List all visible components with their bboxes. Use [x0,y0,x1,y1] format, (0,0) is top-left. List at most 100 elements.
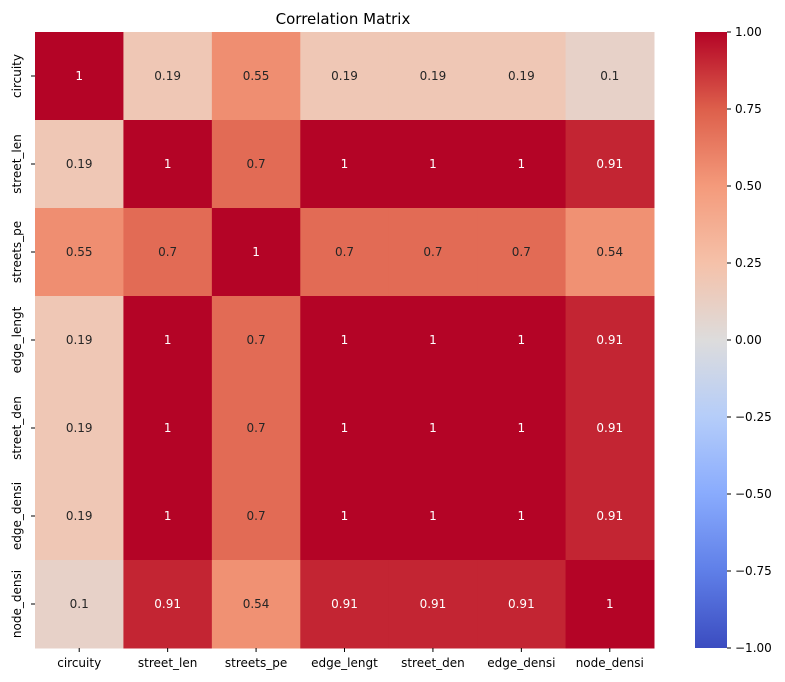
colorbar-tick-label: −0.75 [735,564,772,578]
colorbar-axis: 1.00 0.75 0.50 0.25 0.00 −0.25 −0.50 −0.75 −1.00 [727,25,772,655]
heatmap-cell [565,32,655,121]
heatmap-cell [35,560,124,649]
cell-value-label: 0.7 [158,245,177,259]
x-tick-label: edge_densi [487,656,555,670]
x-tick-label: streets_pe [225,656,287,670]
heatmap-cell [123,472,213,561]
cell-value-label: 1 [429,421,437,435]
x-tick-label: street_len [138,656,197,670]
x-tick-label: edge_lengt [311,656,378,670]
cell-value-label: 1 [164,157,172,171]
cell-value-label: 1 [341,157,349,171]
y-tick-label: streets_pe [10,221,24,283]
cell-value-label: 0.7 [512,245,531,259]
heatmap-cell [300,208,390,297]
heatmap-cell [300,472,390,561]
cell-value-label: 0.19 [66,157,93,171]
cell-value-label: 1 [75,69,83,83]
colorbar-tick-label: 0.75 [735,102,762,116]
heatmap-cell [477,32,567,121]
cell-value-label: 0.19 [66,421,93,435]
heatmap-cell [35,472,124,561]
y-tick-label: circuity [10,54,24,98]
cell-value-label: 1 [518,333,526,347]
heatmap-cell [388,384,478,473]
heatmap-cell [35,32,124,121]
heatmap-cell [211,208,301,297]
heatmap-cell [123,208,213,297]
heatmap-cell [211,472,301,561]
cell-value-label: 0.7 [423,245,442,259]
heatmap-cell [565,120,655,209]
cell-value-label: 0.91 [596,421,623,435]
y-tick-label: street_den [10,396,24,460]
heatmap-cell [211,32,301,121]
heatmap-cell [35,120,124,209]
cell-value-label: 0.7 [335,245,354,259]
heatmap-cell [211,120,301,209]
y-axis: circuity street_len streets_pe edge_lengtst… [10,54,35,638]
heatmap-cell [477,384,567,473]
heatmap-cell [477,560,567,649]
cell-value-label: 0.7 [247,509,266,523]
heatmap-cell [123,32,213,121]
cell-value-label: 1 [518,157,526,171]
colorbar-tick-label: −0.50 [735,487,772,501]
cell-value-label: 1 [429,509,437,523]
cell-value-label: 0.91 [420,597,447,611]
heatmap-cell [388,32,478,121]
colorbar-tick-label: −0.25 [735,410,772,424]
colorbar-tick-label: 1.00 [735,25,762,39]
x-tick-label: street_den [401,656,465,670]
y-tick-label: street_len [10,134,24,193]
cell-value-label: 0.1 [70,597,89,611]
cell-value-label: 0.55 [243,69,270,83]
colorbar-tick-label: −1.00 [735,641,772,655]
heatmap-cell [565,208,655,297]
colorbar-tick-label: 0.00 [735,333,762,347]
cell-value-label: 0.19 [154,69,181,83]
heatmap-cell [477,296,567,385]
heatmap-cell [35,296,124,385]
cell-value-label: 1 [341,509,349,523]
cell-value-label: 0.91 [596,333,623,347]
heatmap-cell [565,384,655,473]
cell-value-label: 0.55 [66,245,93,259]
cell-value-label: 0.91 [154,597,181,611]
cell-value-label: 1 [341,333,349,347]
colorbar-tick-label: 0.50 [735,179,762,193]
cell-value-label: 1 [341,421,349,435]
heatmap-cell [123,560,213,649]
cell-value-label: 0.19 [508,69,535,83]
x-axis: circuity street_len streets_pe edge_lengt st… [57,648,644,670]
heatmap-cell [477,208,567,297]
x-tick-label: circuity [57,656,101,670]
heatmap-cell [388,120,478,209]
cell-value-label: 1 [429,333,437,347]
heatmap-cells: 1 0.19 0.55 0.19 0.19 0.19 0.1 0.19 1 0.7 1 1 1 0.91 0… [35,32,655,649]
heatmap-cell [565,472,655,561]
cell-value-label: 0.7 [247,421,266,435]
cell-value-label: 1 [164,333,172,347]
heatmap-cell [565,560,655,649]
heatmap-cell [211,560,301,649]
heatmap-cell [388,296,478,385]
cell-value-label: 0.1 [600,69,619,83]
cell-value-label: 0.7 [247,333,266,347]
cell-value-label: 0.91 [596,509,623,523]
heatmap-cell [300,296,390,385]
heatmap-cell [35,208,124,297]
chart-title: Correlation Matrix [276,10,411,28]
heatmap-cell [388,472,478,561]
heatmap-cell [477,120,567,209]
cell-value-label: 0.19 [331,69,358,83]
cell-value-label: 1 [252,245,260,259]
cell-value-label: 1 [518,421,526,435]
heatmap-cell [123,384,213,473]
heatmap-cell [388,560,478,649]
heatmap-cell [35,384,124,473]
cell-value-label: 1 [518,509,526,523]
cell-value-label: 1 [606,597,614,611]
cell-value-label: 0.91 [331,597,358,611]
